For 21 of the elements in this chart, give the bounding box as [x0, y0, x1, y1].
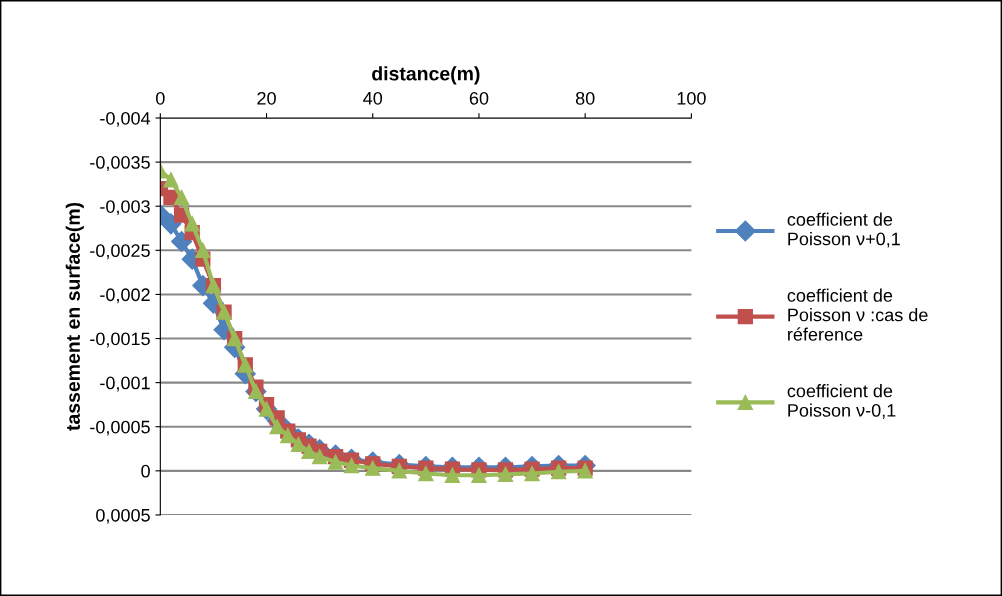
y-tick-label: 0: [141, 464, 150, 478]
legend-label: coefficient de Poisson ν-0,1: [787, 384, 896, 419]
y-tick-label: -0,0005: [90, 420, 150, 436]
y-tick-label: -0,004: [100, 111, 151, 127]
y-axis-title: tassement en surface(m): [65, 202, 84, 431]
x-tick-label: 0: [156, 91, 165, 105]
x-tick-label: 20: [257, 91, 276, 105]
y-tick-label: -0,0025: [90, 244, 150, 260]
y-tick-label: -0,002: [100, 288, 150, 304]
x-tick-label: 100: [677, 91, 706, 105]
y-tick-label: -0,0035: [90, 156, 150, 171]
x-tick-label: 60: [469, 91, 489, 105]
y-tick-label: -0,001: [100, 376, 150, 392]
y-tick-label: -0,003: [100, 200, 150, 216]
legend-label: coefficient de Poisson ν :cas de réference: [787, 288, 928, 341]
y-tick-label: 0,0005: [96, 508, 150, 524]
x-axis-title: distance(m): [372, 66, 480, 85]
legend-label: coefficient de Poisson ν+0,1: [787, 212, 900, 248]
x-tick-label: 80: [575, 91, 595, 105]
y-tick-label: -0,0015: [90, 332, 150, 348]
x-tick-label: 40: [363, 91, 383, 105]
